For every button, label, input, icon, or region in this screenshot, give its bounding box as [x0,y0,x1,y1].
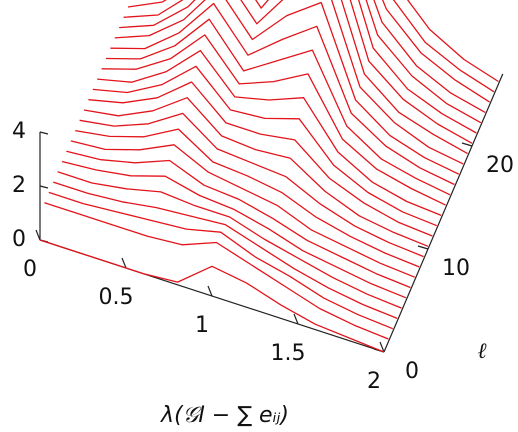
x-tick-label: 1.5 [271,341,306,366]
z-tick [39,131,49,135]
curve [83,97,429,247]
z-tick-label: 4 [12,119,26,144]
x-tick [35,229,41,241]
curve [97,49,442,217]
curve [39,239,385,353]
z-tick [39,185,49,189]
x-tick [293,313,299,325]
x-tick [379,341,385,353]
curve [92,65,438,227]
y-tick-label: 10 [442,256,470,281]
curve [44,202,389,340]
curve [406,0,499,83]
x-tick-label: 2 [367,369,381,394]
curve [365,0,482,124]
z-tick-label: 2 [12,173,26,198]
x-tick-label: 0 [23,257,37,282]
curve [66,150,411,289]
curve [381,0,490,103]
curve [373,0,486,113]
curve [79,112,424,258]
curve [392,0,495,93]
x-axis-label: λ(𝒢I − ∑ eᵢⱼ) [160,403,289,428]
curve [75,128,420,268]
curve [114,0,460,175]
curve [127,0,473,144]
y-tick-label: 20 [486,153,514,178]
curve [48,191,394,330]
curve [101,34,446,206]
curve [70,140,416,278]
y-tick [461,142,473,147]
curve [52,181,398,320]
y-tick [417,245,429,250]
curve [123,0,468,155]
curve [57,171,402,309]
curve [357,0,477,134]
y-axis-label: ℓ [477,339,487,364]
x-tick-label: 0.5 [99,285,134,310]
curve [105,18,451,196]
y-tick-label: 0 [405,359,419,384]
x-tick-label: 1 [195,313,209,338]
curve [88,81,433,237]
y-axis [383,73,504,353]
curve [110,2,455,186]
z-tick-label: 0 [12,227,26,252]
curve [61,160,407,299]
x-tick [121,257,127,269]
curve [119,0,464,165]
x-tick [207,285,213,297]
